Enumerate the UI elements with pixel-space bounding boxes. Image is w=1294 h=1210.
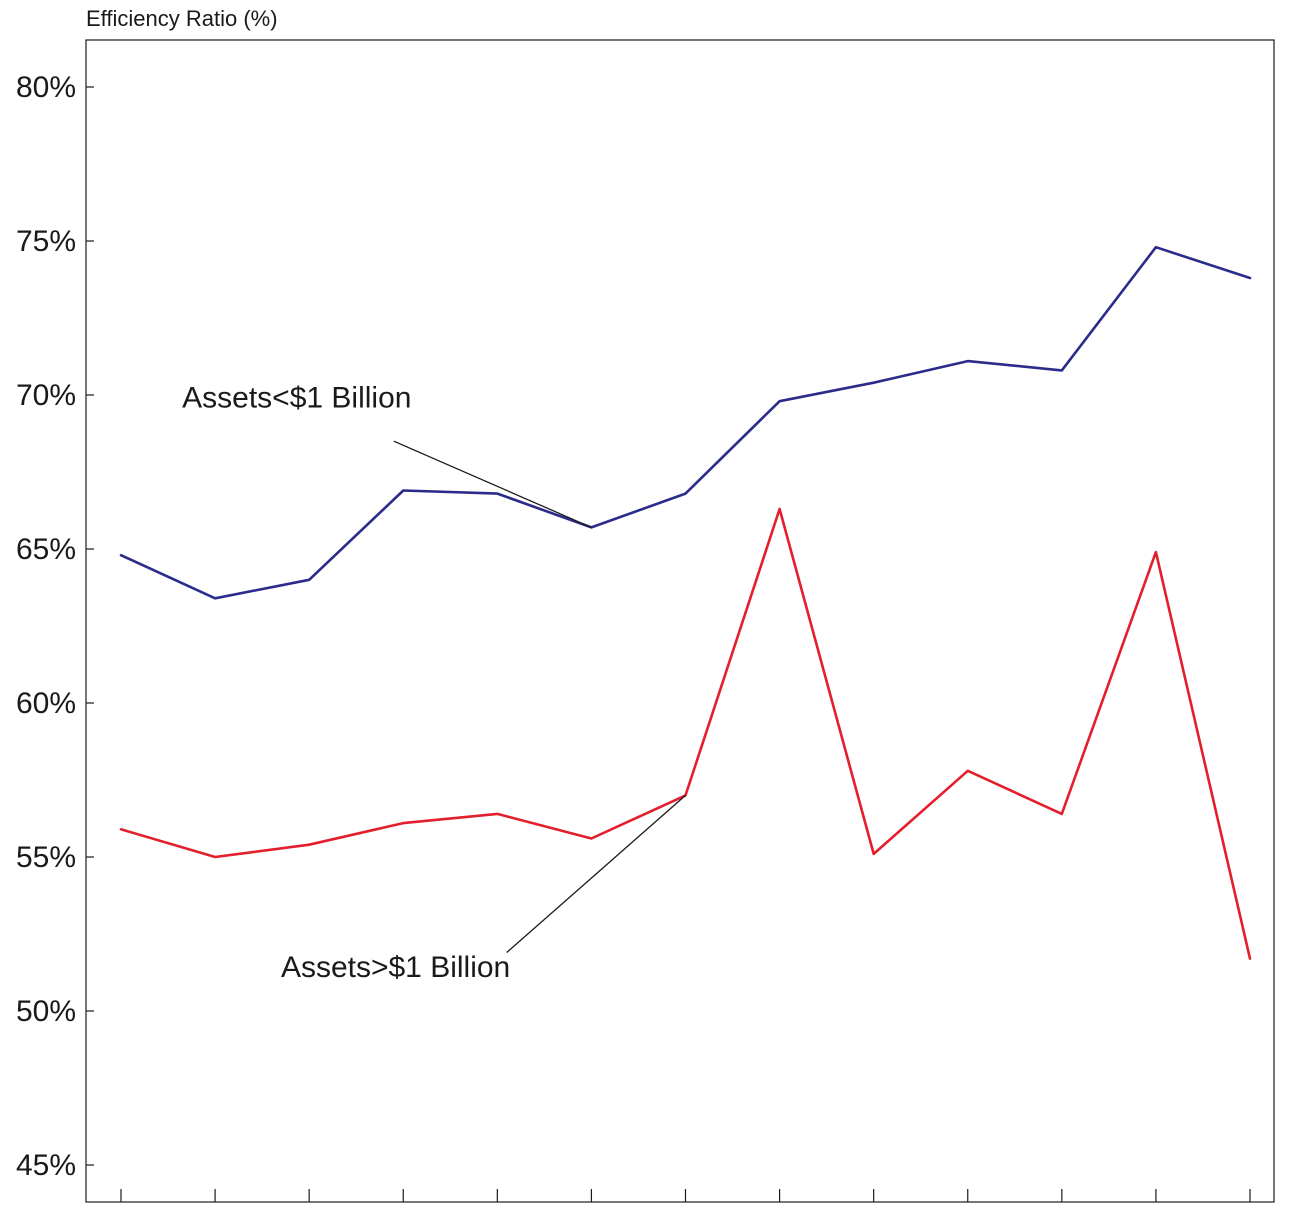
x-axis-ticks xyxy=(120,1189,1251,1202)
y-tick-label: 50% xyxy=(16,995,76,1028)
annotation-label: Assets<$1 Billion xyxy=(182,381,411,414)
annotation-label: Assets>$1 Billion xyxy=(281,951,510,984)
series-layer xyxy=(119,245,1252,960)
series-line-1 xyxy=(119,507,1252,960)
plot-frame xyxy=(85,39,1275,1203)
annotation-leader-line xyxy=(506,794,686,953)
annotation-layer: Assets<$1 Billion Assets>$1 Billion xyxy=(182,381,686,984)
series-line-0 xyxy=(119,245,1252,600)
y-tick-label: 80% xyxy=(16,71,76,104)
y-tick-label: 55% xyxy=(16,841,76,874)
y-axis-label: Efficiency Ratio (%) xyxy=(86,6,278,31)
y-tick-label: 65% xyxy=(16,533,76,566)
y-tick-label: 60% xyxy=(16,687,76,720)
y-tick-label: 45% xyxy=(16,1149,76,1182)
y-axis-ticks: 45% 50% 55% 60% 65% 70% 75% 80% xyxy=(16,71,94,1182)
y-tick-label: 70% xyxy=(16,379,76,412)
annotation-leader-line xyxy=(393,440,592,529)
y-tick-label: 75% xyxy=(16,225,76,258)
